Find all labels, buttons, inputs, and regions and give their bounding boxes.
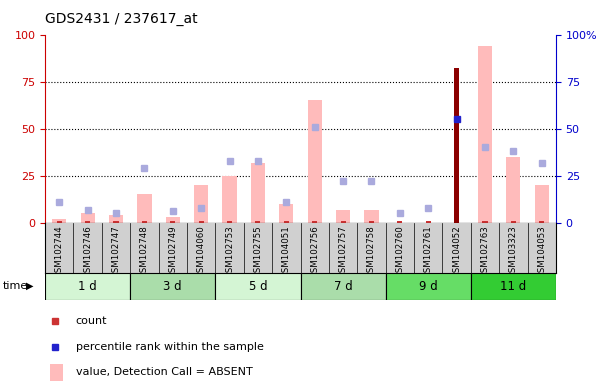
- Text: GSM102756: GSM102756: [310, 225, 319, 278]
- Bar: [85, 221, 90, 223]
- Text: GSM102748: GSM102748: [140, 225, 149, 278]
- Text: percentile rank within the sample: percentile rank within the sample: [76, 342, 264, 352]
- Bar: [386, 273, 471, 300]
- Bar: [397, 221, 403, 223]
- Bar: [539, 221, 545, 223]
- Bar: [198, 221, 204, 223]
- Bar: [308, 101, 322, 223]
- Text: GSM102744: GSM102744: [55, 225, 64, 278]
- Text: GSM102747: GSM102747: [112, 225, 121, 278]
- Text: GSM102761: GSM102761: [424, 225, 433, 278]
- Text: GSM102753: GSM102753: [225, 225, 234, 278]
- Bar: [170, 221, 175, 223]
- Text: 3 d: 3 d: [163, 280, 182, 293]
- Bar: [300, 273, 386, 300]
- Text: value, Detection Call = ABSENT: value, Detection Call = ABSENT: [76, 367, 252, 377]
- Bar: [130, 273, 215, 300]
- Text: 5 d: 5 d: [249, 280, 267, 293]
- Bar: [284, 221, 289, 223]
- Bar: [511, 221, 516, 223]
- Bar: [109, 215, 123, 223]
- Bar: [471, 273, 556, 300]
- Text: GSM104052: GSM104052: [452, 225, 461, 278]
- Bar: [478, 46, 492, 223]
- Text: GSM103323: GSM103323: [509, 225, 518, 278]
- Bar: [426, 221, 431, 223]
- Text: 7 d: 7 d: [334, 280, 352, 293]
- Bar: [114, 221, 118, 223]
- Bar: [341, 221, 346, 223]
- Bar: [227, 221, 232, 223]
- Bar: [142, 221, 147, 223]
- Bar: [81, 214, 95, 223]
- Bar: [137, 195, 151, 223]
- Text: GSM104060: GSM104060: [197, 225, 206, 278]
- Bar: [336, 210, 350, 223]
- Bar: [50, 364, 63, 381]
- Bar: [454, 68, 459, 223]
- Text: ▶: ▶: [26, 281, 33, 291]
- Text: 9 d: 9 d: [419, 280, 438, 293]
- Bar: [483, 221, 487, 223]
- Bar: [364, 210, 379, 223]
- Bar: [535, 185, 549, 223]
- Bar: [194, 185, 209, 223]
- Text: GDS2431 / 237617_at: GDS2431 / 237617_at: [45, 12, 198, 25]
- Text: 1 d: 1 d: [78, 280, 97, 293]
- Text: GSM102749: GSM102749: [168, 225, 177, 278]
- Text: GSM102757: GSM102757: [338, 225, 347, 278]
- Text: GSM102746: GSM102746: [83, 225, 92, 278]
- Bar: [312, 221, 317, 223]
- Text: GSM104053: GSM104053: [537, 225, 546, 278]
- Bar: [56, 221, 62, 223]
- Text: GSM102758: GSM102758: [367, 225, 376, 278]
- Bar: [45, 273, 130, 300]
- Text: time: time: [3, 281, 28, 291]
- Text: GSM104051: GSM104051: [282, 225, 291, 278]
- Bar: [215, 273, 300, 300]
- Bar: [279, 204, 293, 223]
- Bar: [52, 219, 66, 223]
- Bar: [222, 176, 237, 223]
- Bar: [369, 221, 374, 223]
- Text: GSM102755: GSM102755: [254, 225, 263, 278]
- Bar: [166, 217, 180, 223]
- Text: GSM102763: GSM102763: [480, 225, 489, 278]
- Text: GSM102760: GSM102760: [395, 225, 404, 278]
- Bar: [506, 157, 520, 223]
- Bar: [255, 221, 260, 223]
- Text: 11 d: 11 d: [500, 280, 526, 293]
- Text: count: count: [76, 316, 107, 326]
- Bar: [251, 162, 265, 223]
